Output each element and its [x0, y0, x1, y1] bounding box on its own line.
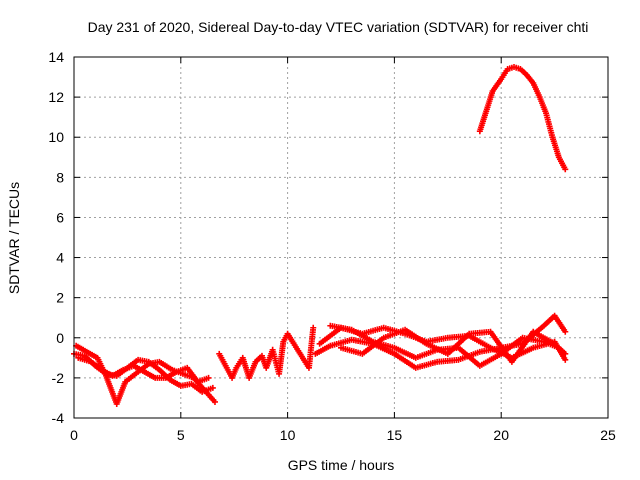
- x-tick-label: 25: [600, 427, 616, 443]
- x-tick-label: 0: [70, 427, 78, 443]
- data-point: [209, 384, 216, 391]
- data-point: [562, 356, 569, 363]
- data-point: [310, 324, 317, 331]
- data-point: [551, 340, 558, 347]
- plot-frame: [73, 56, 609, 419]
- x-axis-label: GPS time / hours: [288, 457, 395, 473]
- y-tick-label: 12: [48, 89, 64, 105]
- y-axis-label: SDTVAR / TECUs: [6, 182, 22, 294]
- data-point: [205, 374, 212, 381]
- y-tick-label: -4: [52, 410, 65, 426]
- y-tick-labels: -4 -2 0 2 4 6 8 10 12 14: [48, 49, 64, 426]
- x-tick-label: 20: [493, 427, 509, 443]
- x-tick-labels: 0 5 10 15 20 25: [70, 427, 616, 443]
- data-point: [211, 398, 218, 405]
- series-segments-7-11: [216, 324, 317, 381]
- y-tick-label: 2: [56, 290, 64, 306]
- x-tick-label: 5: [177, 427, 185, 443]
- y-tick-label: 4: [56, 250, 64, 266]
- y-tick-label: 0: [56, 330, 64, 346]
- chart-title: Day 231 of 2020, Sidereal Day-to-day VTE…: [88, 19, 589, 35]
- data-point: [562, 350, 569, 357]
- y-tick-label: 14: [48, 49, 64, 65]
- data-point: [562, 328, 569, 335]
- series-evening-peak: [476, 64, 569, 173]
- series-track-7: [338, 326, 558, 365]
- data-point: [562, 166, 569, 173]
- data-marks: [71, 64, 569, 407]
- y-tick-label: 8: [56, 169, 64, 185]
- x-tick-label: 10: [280, 427, 296, 443]
- series-track-3: [75, 354, 212, 385]
- y-tick-label: -2: [52, 370, 65, 386]
- y-tick-label: 10: [48, 129, 64, 145]
- tick-marks: [73, 56, 609, 419]
- x-tick-label: 15: [387, 427, 403, 443]
- y-tick-label: 6: [56, 209, 64, 225]
